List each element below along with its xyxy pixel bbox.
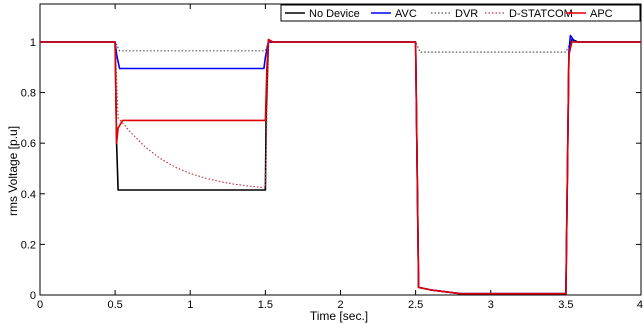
plot-frame <box>39 3 642 296</box>
series-line-apc <box>40 38 641 295</box>
legend-box <box>280 4 641 22</box>
legend-entry-label: DVR <box>455 8 478 20</box>
x-axis-label: Time [sec.] <box>310 309 368 323</box>
x-tick-label: 0.5 <box>107 299 122 311</box>
legend-entry-label: No Device <box>309 8 360 20</box>
y-tick-label: 0.8 <box>21 88 36 100</box>
y-tick-label: 0.2 <box>21 239 36 251</box>
x-tick-label: 1 <box>187 299 193 311</box>
x-tick-label: 3 <box>488 299 494 311</box>
legend-entry-label: D-STATCOM <box>509 8 573 20</box>
y-tick-label: 0 <box>30 290 36 302</box>
x-tick-label: 2.5 <box>408 299 423 311</box>
x-tick-label: 3.5 <box>558 299 573 311</box>
plot-area <box>39 3 642 296</box>
x-tick-label: 0 <box>37 299 43 311</box>
legend-entry-label: APC <box>590 8 613 20</box>
x-tick-label: 4 <box>637 299 643 311</box>
y-axis-label: rms Voltage [p.u] <box>6 126 20 216</box>
series-lines <box>40 34 641 295</box>
y-axis: 0 0.2 0.4 0.6 0.8 1 <box>21 37 641 302</box>
series-line-dvr <box>40 41 641 53</box>
y-tick-label: 1 <box>30 37 36 49</box>
legend: No Device AVC DVR D-STATCOM APC <box>280 4 641 22</box>
y-tick-label: 0.6 <box>21 138 36 150</box>
x-tick-label: 2 <box>337 299 343 311</box>
x-tick-label: 1.5 <box>258 299 273 311</box>
y-tick-label: 0.4 <box>21 189 36 201</box>
legend-entry-label: AVC <box>395 8 417 20</box>
